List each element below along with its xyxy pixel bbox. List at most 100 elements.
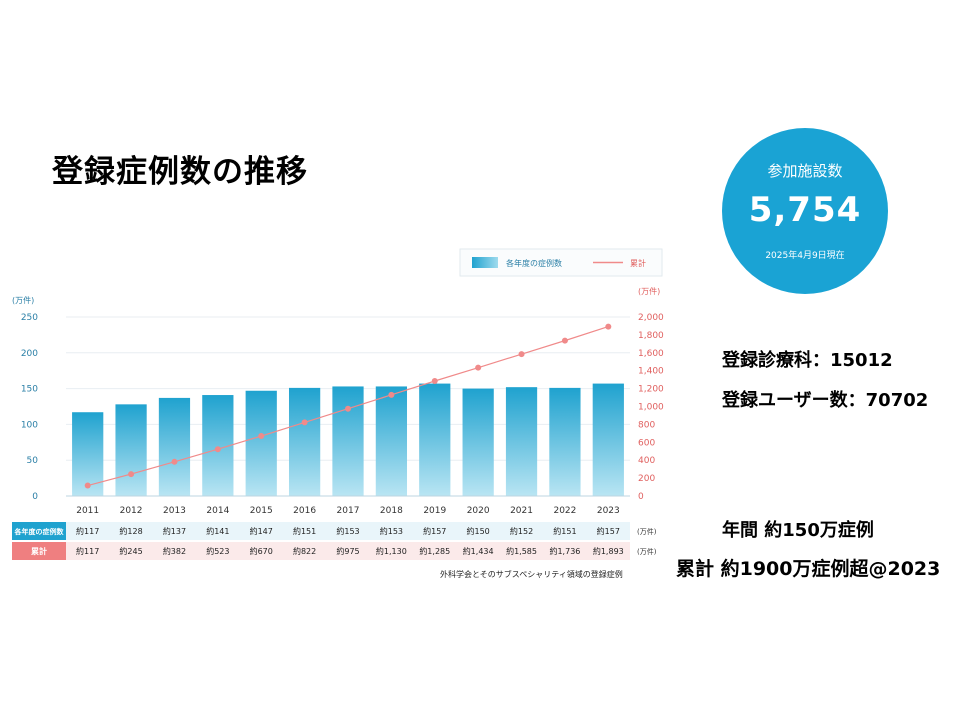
cumulative-point-2020: [475, 364, 482, 371]
facilities-label: 参加施設数: [767, 162, 843, 180]
table-row-2-cell: 約1,434: [463, 546, 494, 556]
cumulative-point-2011: [84, 482, 91, 489]
table-row-1-cell: 約137: [163, 526, 186, 536]
bar-2020: [462, 388, 494, 496]
cumulative-point-2013: [171, 458, 178, 465]
x-tick-label: 2017: [337, 506, 360, 516]
table-row-1-label: 各年度の症例数: [14, 527, 65, 536]
left-tick-label: 50: [27, 456, 39, 466]
right-axis-unit: (万件): [638, 286, 660, 296]
x-tick-label: 2015: [250, 506, 273, 516]
table-row-1-cell: 約157: [597, 526, 620, 536]
page-title: 登録症例数の推移: [52, 154, 308, 190]
table-row-1-header: [12, 522, 66, 540]
right-tick-label: 0: [638, 492, 644, 502]
table-row-1-cell: 約128: [119, 526, 142, 536]
cumulative-point-2016: [301, 419, 308, 426]
left-tick-label: 200: [21, 349, 38, 359]
table-row-2-cell: 約822: [293, 546, 316, 556]
legend-line-label: 累計: [630, 258, 646, 268]
right-tick-label: 1,600: [638, 349, 664, 359]
table-row-2-cell: 約245: [119, 546, 142, 556]
left-tick-label: 250: [21, 313, 38, 323]
legend-bar-label: 各年度の症例数: [506, 258, 562, 268]
facilities-note: 2025年4月9日現在: [765, 251, 845, 261]
left-tick-label: 0: [32, 492, 38, 502]
facilities-value: 5,754: [748, 190, 862, 230]
bar-2011: [72, 412, 104, 496]
x-tick-label: 2021: [510, 506, 533, 516]
table-row-1-cell: 約151: [293, 526, 316, 536]
left-tick-label: 150: [21, 385, 38, 395]
x-tick-label: 2012: [120, 506, 143, 516]
table-row-1-cell: 約141: [206, 526, 229, 536]
right-tick-label: 1,000: [638, 403, 664, 413]
x-tick-label: 2016: [293, 506, 316, 516]
x-tick-label: 2011: [76, 506, 99, 516]
legend-bar-swatch: [472, 257, 498, 268]
bar-2017: [332, 386, 364, 496]
bar-2023: [592, 383, 624, 496]
cumulative-point-2019: [431, 377, 438, 384]
x-tick-label: 2022: [553, 506, 576, 516]
x-tick-label: 2014: [206, 506, 229, 516]
table-row-1-unit: (万件): [637, 527, 657, 536]
bar-2016: [288, 387, 321, 496]
x-tick-label: 2023: [597, 506, 620, 516]
right-tick-label: 1,200: [638, 385, 664, 395]
cumulative-point-2014: [214, 446, 221, 453]
table-row-2-cell: 約1,130: [376, 546, 407, 556]
cumulative-point-2022: [561, 337, 568, 344]
right-tick-label: 400: [638, 456, 655, 466]
right-tick-label: 1,800: [638, 331, 664, 341]
cumulative-point-2015: [258, 433, 265, 440]
right-tick-label: 1,400: [638, 367, 664, 377]
table-row-2-cell: 約382: [163, 546, 186, 556]
table-row-1-bg: [12, 522, 630, 540]
table-row-1-cell: 約153: [380, 526, 403, 536]
bar-2012: [115, 404, 147, 496]
left-tick-label: 100: [21, 420, 38, 430]
bar-2018: [375, 386, 408, 496]
right-tick-label: 800: [638, 420, 655, 430]
source-note: 外科学会とそのサブスペシャリティ領域の登録症例: [440, 570, 623, 579]
bar-2021: [505, 387, 538, 496]
facilities-circle: 参加施設数 5,754 2025年4月9日現在: [722, 128, 888, 294]
table-row-2-cell: 約1,893: [593, 546, 624, 556]
table-row-2-cell: 約1,285: [419, 546, 450, 556]
left-axis-unit: (万件): [12, 295, 34, 305]
table-row-2-bg: [12, 542, 630, 560]
table-row-1-cell: 約152: [510, 526, 533, 536]
bar-2015: [245, 390, 277, 496]
bar-2019: [419, 383, 451, 496]
x-tick-label: 2018: [380, 506, 403, 516]
table-row-1-cell: 約157: [423, 526, 446, 536]
cumulative-cases-text: 累計 約1900万症例超@2023: [676, 558, 941, 580]
bar-2013: [158, 397, 191, 496]
right-tick-label: 600: [638, 438, 655, 448]
table-row-1-cell: 約151: [553, 526, 576, 536]
cumulative-point-2021: [518, 351, 525, 358]
table-row-2-header: [12, 542, 66, 560]
x-tick-label: 2019: [423, 506, 446, 516]
right-tick-label: 2,000: [638, 313, 664, 323]
table-row-1-cell: 約117: [76, 526, 99, 536]
x-tick-label: 2020: [467, 506, 490, 516]
cumulative-point-2017: [345, 405, 351, 412]
table-row-2-cell: 約523: [206, 546, 229, 556]
table-row-2-unit: (万件): [637, 547, 657, 556]
table-row-2-cell: 約117: [76, 546, 99, 556]
annual-cases-text: 年間 約150万症例: [722, 520, 874, 541]
table-row-2-cell: 約1,736: [549, 546, 580, 556]
table-row-1-cell: 約153: [336, 526, 359, 536]
right-tick-label: 200: [638, 474, 655, 484]
table-row-2-cell: 約975: [336, 546, 359, 556]
table-row-2-cell: 約670: [250, 546, 273, 556]
user-count-text: 登録ユーザー数：70702: [722, 390, 929, 411]
cumulative-point-2018: [388, 391, 395, 398]
cumulative-point-2023: [605, 323, 612, 330]
case-count-chart: 0 50 100 150 200 250 (万件) 0 200 400 600 800 1,000 1,2…: [12, 248, 664, 560]
x-tick-label: 2013: [163, 506, 186, 516]
table-row-1-cell: 約150: [467, 526, 490, 536]
table-row-2-label: 累計: [31, 546, 47, 556]
